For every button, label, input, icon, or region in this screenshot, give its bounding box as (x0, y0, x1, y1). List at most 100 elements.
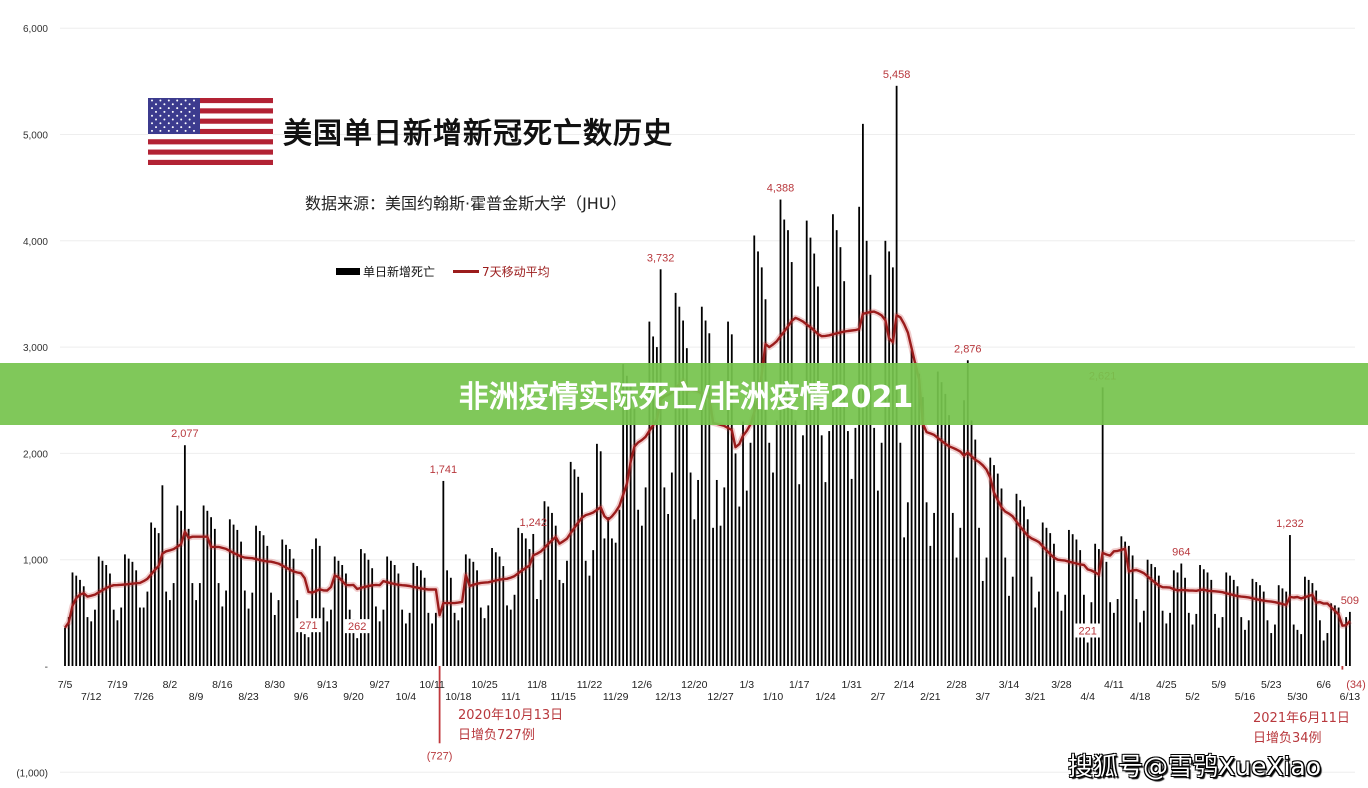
daily-bar (873, 427, 876, 666)
daily-bar (1345, 617, 1348, 666)
daily-bar (805, 220, 808, 666)
daily-bar (337, 560, 340, 666)
x-tick-label: 11/8 (527, 679, 547, 691)
daily-bar (1127, 545, 1130, 666)
y-tick-label: 4,000 (23, 237, 48, 248)
daily-bar (682, 320, 684, 666)
daily-bar (884, 240, 887, 667)
daily-bar (858, 206, 861, 666)
daily-bar (1214, 613, 1216, 666)
x-tick-label: 8/30 (265, 679, 286, 691)
annotation-bg (1074, 623, 1101, 638)
daily-bar (360, 549, 362, 666)
daily-bar (1333, 605, 1336, 666)
annotation-bg (295, 618, 322, 633)
daily-bar (198, 583, 201, 666)
daily-bar (1296, 629, 1299, 666)
x-tick-label: 8/16 (212, 679, 233, 691)
annotation-label: 5,458 (883, 69, 911, 81)
daily-bar (146, 591, 149, 666)
daily-bar (839, 247, 842, 667)
daily-bar (940, 382, 943, 666)
daily-bar (899, 442, 902, 666)
daily-bar (603, 538, 606, 666)
daily-bar (581, 492, 583, 666)
daily-bar (1139, 622, 1142, 666)
daily-bar (614, 542, 617, 666)
daily-bar (330, 609, 332, 666)
daily-bar (431, 623, 434, 666)
legend-item-daily: 单日新增死亡 (336, 263, 435, 280)
callout-line: 2020年10月13日 (458, 708, 564, 723)
daily-bar (569, 461, 572, 666)
x-tick-label: 6/13 (1340, 691, 1361, 703)
us-flag-icon (148, 98, 273, 165)
daily-bar (131, 561, 134, 666)
daily-bar (1281, 588, 1284, 666)
daily-bar (1326, 633, 1329, 666)
daily-bar (607, 517, 610, 666)
daily-bar (1341, 666, 1344, 670)
daily-bar (772, 472, 774, 666)
daily-bar (341, 565, 344, 666)
daily-bar (71, 572, 74, 666)
daily-bar (1300, 634, 1303, 666)
daily-bar (1348, 611, 1351, 666)
daily-bar (727, 321, 729, 666)
daily-bar (472, 561, 475, 666)
daily-bar (270, 592, 272, 666)
daily-bar (1116, 599, 1119, 666)
daily-bar (404, 623, 407, 666)
daily-bar (202, 505, 205, 666)
daily-bar (854, 427, 857, 666)
daily-bar (708, 333, 711, 666)
daily-bar (375, 606, 377, 666)
daily-bar (378, 621, 381, 666)
x-tick-label: 3/7 (975, 691, 990, 703)
y-tick-label: (1,000) (16, 768, 48, 779)
daily-bar (730, 334, 733, 666)
daily-bar (1041, 522, 1044, 666)
daily-bar (888, 251, 891, 666)
daily-bar (779, 199, 782, 666)
x-tick-label: 2/28 (946, 679, 967, 691)
daily-bar (963, 400, 965, 666)
x-tick-label: 6/6 (1316, 679, 1331, 691)
daily-bar (326, 621, 329, 666)
daily-bar (393, 565, 396, 666)
daily-bar (176, 505, 179, 666)
daily-bar (599, 451, 602, 666)
daily-bar (255, 525, 257, 666)
daily-bar (90, 621, 93, 666)
daily-bar (258, 530, 261, 666)
daily-bar (446, 570, 448, 666)
daily-bar (1180, 563, 1183, 666)
daily-bar (1259, 585, 1261, 666)
daily-bar (1262, 591, 1265, 666)
daily-bar (955, 557, 958, 666)
daily-bar (817, 286, 819, 666)
x-tick-label: 3/21 (1025, 691, 1046, 703)
y-tick-label: - (45, 662, 48, 673)
daily-bar (1187, 612, 1190, 666)
daily-bar (1217, 627, 1220, 666)
annotation-label: 2,077 (171, 428, 199, 440)
daily-bar (813, 253, 816, 666)
daily-bar (592, 550, 595, 666)
daily-bar (300, 620, 302, 666)
daily-bar (1270, 633, 1273, 666)
callout-line: 日增负727例 (458, 728, 535, 743)
daily-bar (438, 666, 441, 744)
daily-bar (322, 607, 325, 666)
x-tick-label: 2/14 (894, 679, 915, 691)
annotation-label: 262 (348, 621, 366, 633)
daily-bar (1049, 533, 1052, 666)
x-tick-label: 5/23 (1261, 679, 1282, 691)
daily-bar (678, 306, 681, 666)
x-tick-label: 12/27 (707, 691, 733, 703)
daily-death-bars (64, 85, 1351, 744)
daily-bar (712, 527, 714, 666)
daily-bar (487, 605, 490, 666)
daily-bar (1004, 557, 1007, 666)
daily-bar (798, 484, 801, 666)
